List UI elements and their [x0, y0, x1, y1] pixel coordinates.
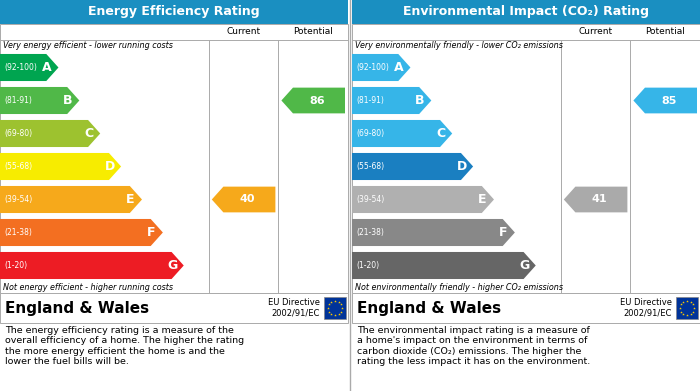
- Text: A: A: [394, 61, 404, 74]
- Text: (81-91): (81-91): [356, 96, 384, 105]
- Text: G: G: [519, 259, 529, 272]
- Text: 40: 40: [239, 194, 255, 204]
- Polygon shape: [212, 187, 275, 212]
- Polygon shape: [0, 54, 59, 81]
- Text: (92-100): (92-100): [4, 63, 37, 72]
- Text: Not energy efficient - higher running costs: Not energy efficient - higher running co…: [3, 283, 173, 292]
- Polygon shape: [352, 219, 515, 246]
- Text: EU Directive
2002/91/EC: EU Directive 2002/91/EC: [620, 298, 672, 318]
- Text: C: C: [84, 127, 93, 140]
- Text: E: E: [126, 193, 134, 206]
- Text: Not environmentally friendly - higher CO₂ emissions: Not environmentally friendly - higher CO…: [355, 283, 563, 292]
- Text: (92-100): (92-100): [356, 63, 389, 72]
- Text: England & Wales: England & Wales: [5, 301, 149, 316]
- Polygon shape: [281, 88, 345, 113]
- Text: Energy Efficiency Rating: Energy Efficiency Rating: [88, 5, 260, 18]
- Bar: [352, 0, 700, 24]
- Polygon shape: [352, 120, 452, 147]
- Bar: [0, 0, 348, 24]
- Text: Potential: Potential: [293, 27, 333, 36]
- Text: EU Directive
2002/91/EC: EU Directive 2002/91/EC: [268, 298, 320, 318]
- Text: (21-38): (21-38): [356, 228, 384, 237]
- Text: D: D: [104, 160, 115, 173]
- Text: The energy efficiency rating is a measure of the
overall efficiency of a home. T: The energy efficiency rating is a measur…: [5, 326, 244, 366]
- Text: F: F: [147, 226, 155, 239]
- Text: (1-20): (1-20): [4, 261, 27, 270]
- Text: (81-91): (81-91): [4, 96, 32, 105]
- Text: (39-54): (39-54): [4, 195, 32, 204]
- Text: (69-80): (69-80): [356, 129, 384, 138]
- Polygon shape: [352, 87, 431, 114]
- Text: Current: Current: [227, 27, 260, 36]
- Text: (1-20): (1-20): [356, 261, 379, 270]
- Polygon shape: [0, 252, 183, 279]
- Polygon shape: [352, 54, 410, 81]
- Bar: [0, 24, 348, 293]
- Bar: [352, 24, 700, 293]
- Text: F: F: [499, 226, 508, 239]
- Text: G: G: [167, 259, 177, 272]
- Polygon shape: [0, 219, 163, 246]
- Polygon shape: [634, 88, 697, 113]
- Polygon shape: [352, 186, 494, 213]
- Bar: [352, 293, 700, 323]
- Polygon shape: [0, 186, 142, 213]
- Text: B: B: [63, 94, 73, 107]
- Polygon shape: [0, 120, 100, 147]
- Polygon shape: [352, 153, 473, 180]
- Bar: [0, 293, 348, 323]
- Text: The environmental impact rating is a measure of
a home's impact on the environme: The environmental impact rating is a mea…: [357, 326, 590, 366]
- Text: D: D: [456, 160, 467, 173]
- Text: Potential: Potential: [645, 27, 685, 36]
- Text: (39-54): (39-54): [356, 195, 384, 204]
- Text: E: E: [478, 193, 486, 206]
- Text: (55-68): (55-68): [356, 162, 384, 171]
- Text: (69-80): (69-80): [4, 129, 32, 138]
- Text: Environmental Impact (CO₂) Rating: Environmental Impact (CO₂) Rating: [403, 5, 649, 18]
- Bar: [324, 297, 346, 319]
- Text: A: A: [42, 61, 52, 74]
- Text: 86: 86: [309, 95, 325, 106]
- Bar: [676, 297, 698, 319]
- Text: (55-68): (55-68): [4, 162, 32, 171]
- Text: Current: Current: [578, 27, 612, 36]
- Polygon shape: [0, 87, 79, 114]
- Polygon shape: [352, 252, 536, 279]
- Text: Very energy efficient - lower running costs: Very energy efficient - lower running co…: [3, 41, 173, 50]
- Text: B: B: [415, 94, 424, 107]
- Text: 41: 41: [592, 194, 608, 204]
- Text: C: C: [436, 127, 445, 140]
- Text: England & Wales: England & Wales: [357, 301, 501, 316]
- Polygon shape: [564, 187, 627, 212]
- Text: 85: 85: [662, 95, 677, 106]
- Polygon shape: [0, 153, 121, 180]
- Text: (21-38): (21-38): [4, 228, 32, 237]
- Text: Very environmentally friendly - lower CO₂ emissions: Very environmentally friendly - lower CO…: [355, 41, 563, 50]
